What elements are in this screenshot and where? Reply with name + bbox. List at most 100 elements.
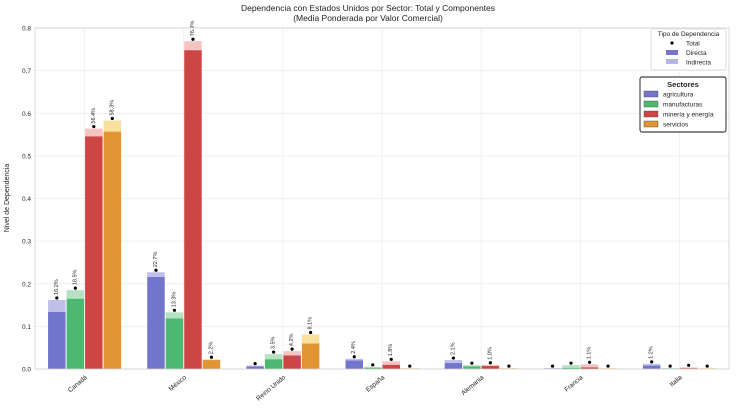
x-tick-label: Canadá bbox=[67, 374, 89, 394]
bar-direct-agricultura bbox=[147, 277, 165, 369]
total-marker bbox=[470, 362, 473, 365]
total-marker bbox=[191, 38, 194, 41]
chart-subtitle: (Media Ponderada por Valor Comercial) bbox=[293, 13, 443, 23]
total-marker bbox=[390, 358, 393, 361]
y-axis-label: Nivel de Dependencia bbox=[4, 164, 11, 233]
total-marker bbox=[371, 363, 374, 366]
total-marker bbox=[111, 117, 114, 120]
bar-indirect-manufacturas bbox=[364, 367, 382, 368]
total-marker bbox=[569, 362, 572, 365]
y-tick-label: 0.6 bbox=[22, 111, 31, 118]
bar-indirect-minería-y-energía bbox=[383, 361, 401, 364]
legend-swatch-manufacturas bbox=[644, 101, 658, 107]
total-marker bbox=[687, 364, 690, 367]
legend-directa-label: Directa bbox=[686, 50, 707, 57]
y-tick-label: 0.7 bbox=[22, 68, 31, 75]
data-label: 4.2% bbox=[289, 333, 295, 346]
bar-direct-minería-y-energía bbox=[482, 366, 500, 369]
data-label: 22.7% bbox=[153, 252, 159, 268]
bar-indirect-servicios bbox=[203, 359, 221, 360]
bar-indirect-agricultura bbox=[246, 366, 264, 367]
bar-indirect-minería-y-energía bbox=[184, 41, 202, 50]
legend-directa-swatch bbox=[666, 50, 678, 55]
bar-direct-manufacturas bbox=[166, 318, 184, 369]
total-marker bbox=[551, 365, 554, 368]
y-axis: 0.00.10.20.30.40.50.60.70.8 bbox=[22, 26, 31, 374]
bar-direct-minería-y-energía bbox=[85, 136, 103, 369]
total-marker bbox=[650, 360, 653, 363]
total-marker bbox=[210, 356, 213, 359]
data-label: 8.1% bbox=[308, 317, 314, 330]
bar-direct-agricultura bbox=[48, 312, 65, 369]
legend-indirecta-swatch bbox=[666, 59, 678, 64]
chart-title: Dependencia con Estados Unidos por Secto… bbox=[241, 3, 495, 13]
data-label: 2.4% bbox=[351, 341, 357, 354]
total-marker bbox=[254, 362, 257, 365]
total-marker bbox=[154, 269, 157, 272]
x-tick-label: México bbox=[168, 374, 189, 393]
total-marker bbox=[173, 309, 176, 312]
data-label: 58.3% bbox=[109, 100, 115, 116]
total-marker bbox=[92, 125, 95, 128]
y-tick-label: 0.3 bbox=[22, 239, 31, 246]
total-marker bbox=[353, 355, 356, 358]
legend-label-servicios: servicios bbox=[663, 122, 689, 129]
y-tick-label: 0.2 bbox=[22, 281, 31, 288]
data-label: 1.8% bbox=[388, 344, 394, 357]
legend-sectores-title: Sectores bbox=[667, 80, 699, 89]
bar-indirect-servicios bbox=[302, 334, 320, 343]
bar-indirect-agricultura bbox=[643, 364, 661, 366]
total-marker bbox=[606, 365, 609, 368]
bar-indirect-agricultura bbox=[445, 360, 463, 363]
legend-indirecta-label: Indirecta bbox=[686, 60, 711, 67]
legend-swatch-agricultura bbox=[644, 91, 658, 97]
legend-total-marker bbox=[670, 41, 673, 44]
x-tick-label: España bbox=[365, 374, 387, 394]
total-marker bbox=[309, 331, 312, 334]
total-marker bbox=[669, 365, 672, 368]
y-tick-label: 0.5 bbox=[22, 153, 31, 160]
bar-indirect-minería-y-energía bbox=[680, 367, 698, 368]
data-label: 2.1% bbox=[450, 342, 456, 355]
total-marker bbox=[588, 361, 591, 364]
bar-direct-minería-y-energía bbox=[283, 355, 301, 369]
bar-direct-manufacturas bbox=[67, 299, 85, 369]
x-tick-label: Francia bbox=[563, 374, 584, 394]
bar-indirect-minería-y-energía bbox=[283, 351, 301, 355]
bar-direct-servicios bbox=[203, 360, 221, 369]
total-marker bbox=[291, 347, 294, 350]
bar-direct-minería-y-energía bbox=[383, 365, 401, 369]
data-label: 2.2% bbox=[208, 342, 214, 355]
bar-direct-agricultura bbox=[346, 360, 364, 369]
y-tick-label: 0.8 bbox=[22, 26, 31, 33]
bar-direct-servicios bbox=[302, 343, 320, 369]
data-label: 56.4% bbox=[91, 108, 97, 124]
grid-lines bbox=[35, 28, 729, 369]
data-label: 13.3% bbox=[171, 292, 177, 308]
total-marker bbox=[452, 356, 455, 359]
bar-indirect-manufacturas bbox=[166, 312, 184, 318]
legend-swatch-servicios bbox=[644, 121, 658, 127]
y-tick-label: 0.0 bbox=[22, 367, 31, 374]
x-tick-label: Italia bbox=[669, 374, 684, 388]
bar-indirect-manufacturas bbox=[265, 354, 283, 359]
bar-indirect-minería-y-energía bbox=[581, 364, 599, 367]
legend-total-label: Total bbox=[686, 41, 700, 48]
bar-direct-agricultura bbox=[643, 366, 661, 369]
legend-swatch-minería-y-energía bbox=[644, 111, 658, 117]
bar-direct-servicios bbox=[104, 132, 122, 369]
bar-direct-agricultura bbox=[445, 363, 463, 369]
bar-indirect-minería-y-energía bbox=[85, 129, 103, 137]
data-label: 3.5% bbox=[271, 336, 277, 349]
bar-indirect-agricultura bbox=[48, 300, 65, 312]
total-marker bbox=[489, 361, 492, 364]
total-marker bbox=[507, 365, 510, 368]
data-label: 1.0% bbox=[487, 347, 493, 360]
bar-indirect-manufacturas bbox=[562, 365, 580, 368]
data-label: 1.1% bbox=[587, 347, 593, 360]
data-label: 16.2% bbox=[54, 279, 60, 295]
